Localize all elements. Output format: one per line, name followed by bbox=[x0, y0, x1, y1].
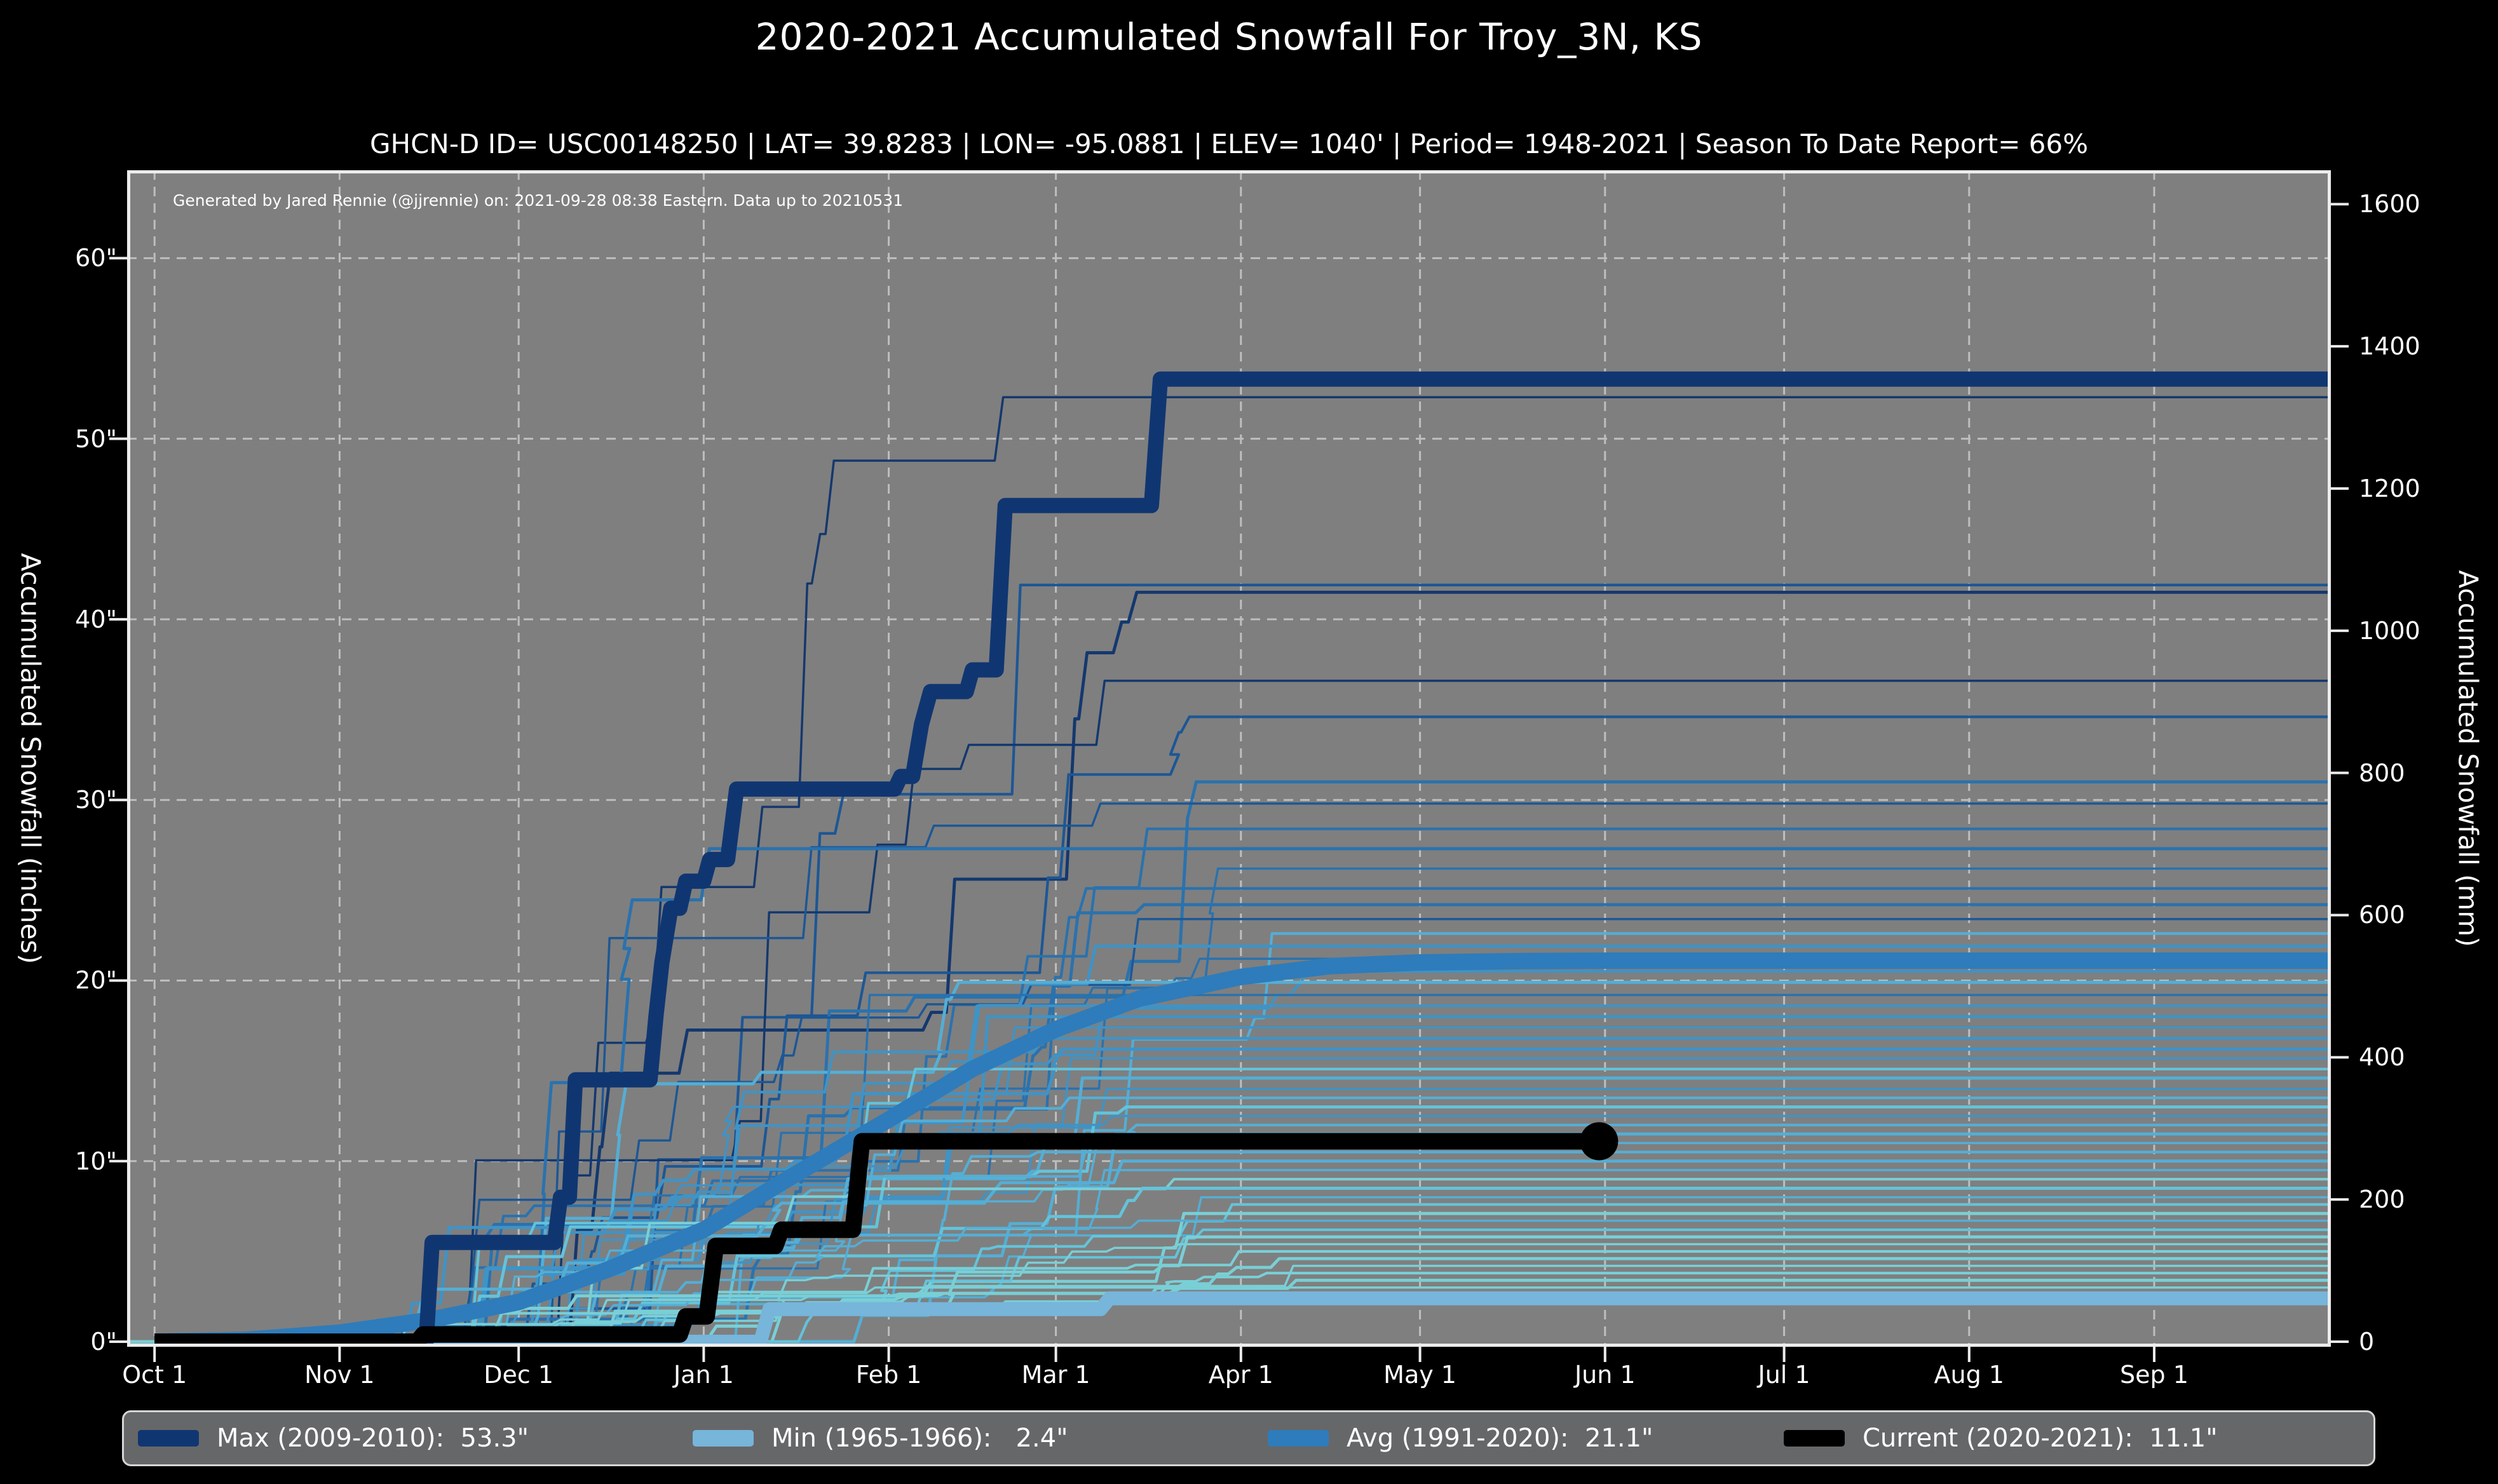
legend-swatch-avg bbox=[1268, 1430, 1329, 1447]
series-line-current bbox=[154, 1133, 1599, 1347]
y-tick-inches-0: 0" bbox=[90, 1328, 117, 1356]
x-tick-apr-1: Apr 1 bbox=[1208, 1361, 1273, 1389]
legend-item-avg: Avg (1991-2020): 21.1" bbox=[1268, 1412, 1653, 1464]
data-series bbox=[127, 371, 2331, 1347]
y-tick-mm-0: 0 bbox=[2359, 1328, 2375, 1356]
x-tick-nov-1: Nov 1 bbox=[304, 1361, 375, 1389]
legend-item-max: Max (2009-2010): 53.3" bbox=[138, 1412, 529, 1464]
y-tick-mm-1600: 1600 bbox=[2359, 190, 2420, 219]
background-year-line bbox=[127, 396, 2331, 1343]
y-tick-mm-400: 400 bbox=[2359, 1043, 2405, 1072]
x-tick-dec-1: Dec 1 bbox=[484, 1361, 554, 1389]
plot-area bbox=[109, 170, 2349, 1362]
background-year-line bbox=[127, 1169, 2331, 1343]
background-year-line bbox=[127, 1271, 2331, 1344]
background-year-line bbox=[127, 1264, 2331, 1343]
y-axis-label-mm: Accumulated Snowfall (mm) bbox=[2452, 570, 2484, 947]
legend-label-avg: Avg (1991-2020): 21.1" bbox=[1347, 1424, 1653, 1453]
background-year-line bbox=[127, 679, 2331, 1343]
y-tick-inches-50: 50" bbox=[75, 424, 117, 453]
background-year-line bbox=[127, 1219, 2331, 1343]
page-title: 2020-2021 Accumulated Snowfall For Troy_… bbox=[755, 15, 1703, 58]
background-year-line bbox=[127, 1048, 2331, 1344]
y-tick-inches-30: 30" bbox=[75, 786, 117, 814]
x-tick-jan-1: Jan 1 bbox=[673, 1361, 734, 1389]
y-tick-inches-20: 20" bbox=[75, 966, 117, 995]
legend-label-min: Min (1965-1966): 2.4" bbox=[771, 1424, 1068, 1453]
current-end-marker bbox=[1580, 1122, 1619, 1161]
background-year-line bbox=[127, 847, 2331, 1344]
y-tick-mm-600: 600 bbox=[2359, 901, 2405, 929]
x-tick-jul-1: Jul 1 bbox=[1758, 1361, 1810, 1389]
gridlines bbox=[127, 170, 2331, 1347]
legend-label-max: Max (2009-2010): 53.3" bbox=[217, 1424, 529, 1453]
background-year-line bbox=[127, 918, 2331, 1343]
legend-label-current: Current (2020-2021): 11.1" bbox=[1863, 1424, 2218, 1453]
background-year-line bbox=[127, 590, 2331, 1344]
series-line-avg bbox=[154, 952, 2331, 1347]
background-year-line bbox=[127, 802, 2331, 1343]
axes-spines bbox=[127, 170, 2331, 1347]
legend: Max (2009-2010): 53.3" Min (1965-1966): 2… bbox=[122, 1410, 2375, 1466]
y-tick-mm-800: 800 bbox=[2359, 759, 2405, 787]
x-tick-feb-1: Feb 1 bbox=[855, 1361, 922, 1389]
legend-swatch-max bbox=[138, 1430, 199, 1447]
y-tick-inches-60: 60" bbox=[75, 244, 117, 273]
x-tick-jun-1: Jun 1 bbox=[1574, 1361, 1636, 1389]
y-tick-inches-10: 10" bbox=[75, 1147, 117, 1175]
plot-background bbox=[127, 170, 2331, 1347]
legend-swatch-min bbox=[693, 1430, 754, 1447]
background-year-line bbox=[127, 1132, 2331, 1344]
series-line-max bbox=[154, 371, 2331, 1347]
legend-item-current: Current (2020-2021): 11.1" bbox=[1784, 1412, 2218, 1464]
y-tick-mm-1400: 1400 bbox=[2359, 332, 2420, 361]
generated-by-annotation: Generated by Jared Rennie (@jjrennie) on… bbox=[173, 191, 904, 210]
x-tick-sep-1: Sep 1 bbox=[2120, 1361, 2189, 1389]
x-tick-aug-1: Aug 1 bbox=[1934, 1361, 2004, 1389]
background-year-line bbox=[127, 1235, 2331, 1344]
x-tick-oct-1: Oct 1 bbox=[122, 1361, 187, 1389]
station-metadata-subtitle: GHCN-D ID= USC00148250 | LAT= 39.8283 | … bbox=[369, 128, 2089, 159]
y-tick-mm-1000: 1000 bbox=[2359, 616, 2420, 645]
x-tick-mar-1: Mar 1 bbox=[1021, 1361, 1090, 1389]
y-tick-inches-40: 40" bbox=[75, 605, 117, 633]
background-year-line bbox=[127, 980, 2331, 1344]
legend-swatch-current bbox=[1784, 1430, 1845, 1447]
background-year-line bbox=[127, 715, 2331, 1344]
y-tick-mm-200: 200 bbox=[2359, 1185, 2405, 1214]
snowfall-chart bbox=[109, 170, 2349, 1362]
legend-item-min: Min (1965-1966): 2.4" bbox=[693, 1412, 1068, 1464]
x-tick-may-1: May 1 bbox=[1383, 1361, 1456, 1389]
tick-marks bbox=[109, 203, 2349, 1362]
y-tick-mm-1200: 1200 bbox=[2359, 474, 2420, 503]
